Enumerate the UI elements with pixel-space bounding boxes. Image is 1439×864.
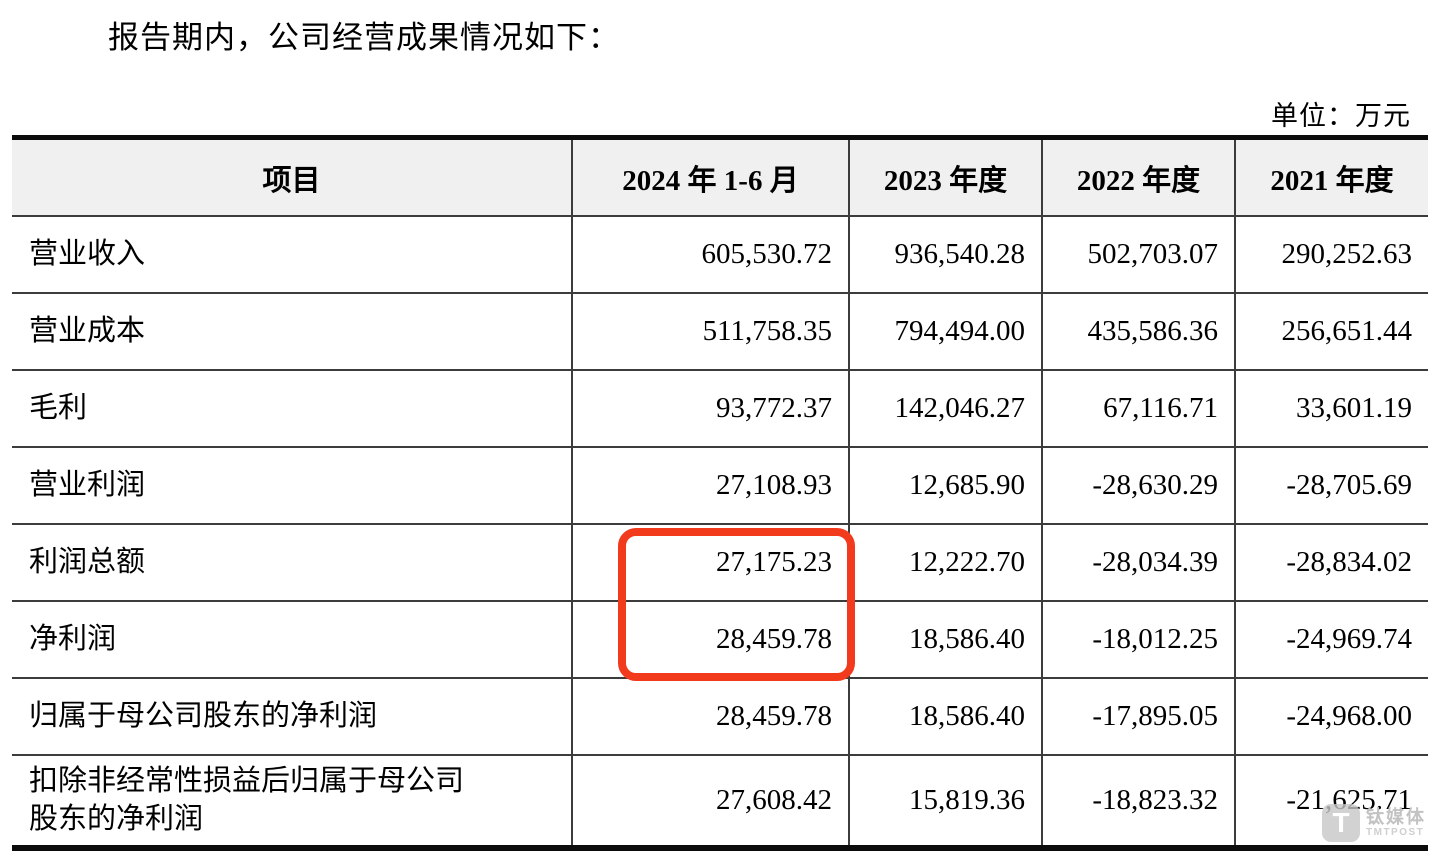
table-row-gross-profit: 毛利 93,772.37 142,046.27 67,116.71 33,601… — [12, 369, 1428, 447]
cell-value: -17,895.05 — [1041, 677, 1235, 755]
table-row-net-profit-deducted: 扣除非经常性损益后归属于母公司股东的净利润 27,608.42 15,819.3… — [12, 754, 1428, 848]
cell-value-highlighted: 28,459.78 — [571, 600, 849, 678]
logo-letter: T — [1332, 807, 1350, 838]
row-label: 归属于母公司股东的净利润 — [12, 677, 572, 755]
cell-value: 794,494.00 — [848, 292, 1042, 370]
cell-value: -28,834.02 — [1234, 523, 1428, 601]
cell-value: 18,586.40 — [848, 600, 1042, 678]
column-header-2023: 2023 年度 — [848, 136, 1042, 216]
column-header-2024h1: 2024 年 1-6 月 — [571, 136, 849, 216]
row-label: 利润总额 — [12, 523, 572, 601]
tmtpost-logo-icon: T — [1322, 804, 1360, 842]
cell-value: -24,968.00 — [1234, 677, 1428, 755]
table-row-revenue: 营业收入 605,530.72 936,540.28 502,703.07 29… — [12, 215, 1428, 293]
row-label: 扣除非经常性损益后归属于母公司股东的净利润 — [12, 754, 572, 848]
cell-value: 256,651.44 — [1234, 292, 1428, 370]
unit-label: 单位：万元 — [1271, 101, 1411, 131]
cell-value: 936,540.28 — [848, 215, 1042, 293]
cell-value: -24,969.74 — [1234, 600, 1428, 678]
table-row-operating-profit: 营业利润 27,108.93 12,685.90 -28,630.29 -28,… — [12, 446, 1428, 524]
cell-value: 27,108.93 — [571, 446, 849, 524]
cell-value: 18,586.40 — [848, 677, 1042, 755]
row-label: 营业利润 — [12, 446, 572, 524]
table-row-net-profit-parent: 归属于母公司股东的净利润 28,459.78 18,586.40 -17,895… — [12, 677, 1428, 755]
row-label: 净利润 — [12, 600, 572, 678]
cell-value: 12,685.90 — [848, 446, 1042, 524]
cell-value: -28,630.29 — [1041, 446, 1235, 524]
cell-value: 502,703.07 — [1041, 215, 1235, 293]
cell-value: 93,772.37 — [571, 369, 849, 447]
cell-value: 511,758.35 — [571, 292, 849, 370]
watermark-brand-cn: 钛媒体 — [1366, 806, 1426, 827]
row-label: 营业收入 — [12, 215, 572, 293]
intro-text: 报告期内，公司经营成果情况如下： — [108, 20, 620, 55]
table-row-net-profit: 净利润 28,459.78 18,586.40 -18,012.25 -24,9… — [12, 600, 1428, 678]
cell-value: -28,705.69 — [1234, 446, 1428, 524]
cell-value: 12,222.70 — [848, 523, 1042, 601]
cell-value: -28,034.39 — [1041, 523, 1235, 601]
table-row-total-profit: 利润总额 27,175.23 12,222.70 -28,034.39 -28,… — [12, 523, 1428, 601]
watermark-text: 钛媒体 TMTPOST — [1366, 806, 1426, 839]
row-label: 毛利 — [12, 369, 572, 447]
column-header-item: 项目 — [12, 136, 572, 216]
cell-value: 28,459.78 — [571, 677, 849, 755]
table-row-cost: 营业成本 511,758.35 794,494.00 435,586.36 25… — [12, 292, 1428, 370]
watermark: T 钛媒体 TMTPOST — [1322, 804, 1426, 842]
cell-value: -18,012.25 — [1041, 600, 1235, 678]
cell-value: -18,823.32 — [1041, 754, 1235, 848]
cell-value: 15,819.36 — [848, 754, 1042, 848]
watermark-brand-en: TMTPOST — [1366, 827, 1425, 839]
cell-value: 67,116.71 — [1041, 369, 1235, 447]
cell-value: 290,252.63 — [1234, 215, 1428, 293]
column-header-2021: 2021 年度 — [1234, 136, 1428, 216]
financial-results-table: 项目 2024 年 1-6 月 2023 年度 2022 年度 2021 年度 … — [12, 135, 1428, 851]
table-header-row: 项目 2024 年 1-6 月 2023 年度 2022 年度 2021 年度 — [12, 136, 1428, 216]
cell-value: 605,530.72 — [571, 215, 849, 293]
cell-value-highlighted: 27,175.23 — [571, 523, 849, 601]
cell-value: 27,608.42 — [571, 754, 849, 848]
column-header-2022: 2022 年度 — [1041, 136, 1235, 216]
row-label: 营业成本 — [12, 292, 572, 370]
cell-value: 33,601.19 — [1234, 369, 1428, 447]
cell-value: 142,046.27 — [848, 369, 1042, 447]
cell-value: 435,586.36 — [1041, 292, 1235, 370]
